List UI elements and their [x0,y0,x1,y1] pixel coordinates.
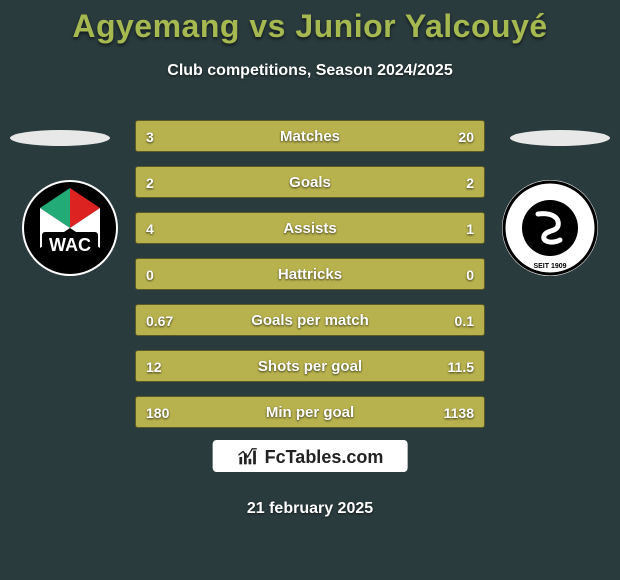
player-left-name: Agyemang [72,8,240,44]
comparison-infographic: Agyemang vs Junior Yalcouyé Club competi… [0,0,620,580]
brand-box: FcTables.com [213,440,408,472]
stat-row: 22Goals [135,166,485,198]
stats-bars: 320Matches 22Goals 41Assists 00Hattricks 0.6… [135,120,485,442]
brand-label: FcTables.com [265,447,384,468]
team-badge-right: SEIT 1909 [500,178,600,278]
stat-row: 1801138Min per goal [135,396,485,428]
page-title: Agyemang vs Junior Yalcouyé [0,8,620,45]
stat-row: 00Hattricks [135,258,485,290]
svg-text:SEIT 1909: SEIT 1909 [533,263,566,270]
stat-row: 41Assists [135,212,485,244]
stat-label: Hattricks [136,259,484,290]
brand-chart-icon [237,446,259,468]
player-right-name: Junior Yalcouyé [295,8,547,44]
stat-label: Assists [136,213,484,244]
stat-row: 1211.5Shots per goal [135,350,485,382]
page-subtitle: Club competitions, Season 2024/2025 [0,62,620,80]
stat-label: Shots per goal [136,351,484,382]
svg-text:WAC: WAC [49,235,91,255]
date-label: 21 february 2025 [0,500,620,518]
stat-label: Goals per match [136,305,484,336]
stat-row: 320Matches [135,120,485,152]
stat-label: Goals [136,167,484,198]
avatar-right-placeholder [510,130,610,146]
stat-label: Matches [136,121,484,152]
avatar-left-placeholder [10,130,110,146]
team-badge-left: WAC [20,178,120,278]
stat-row: 0.670.1Goals per match [135,304,485,336]
title-vs: vs [249,8,286,44]
stat-label: Min per goal [136,397,484,428]
